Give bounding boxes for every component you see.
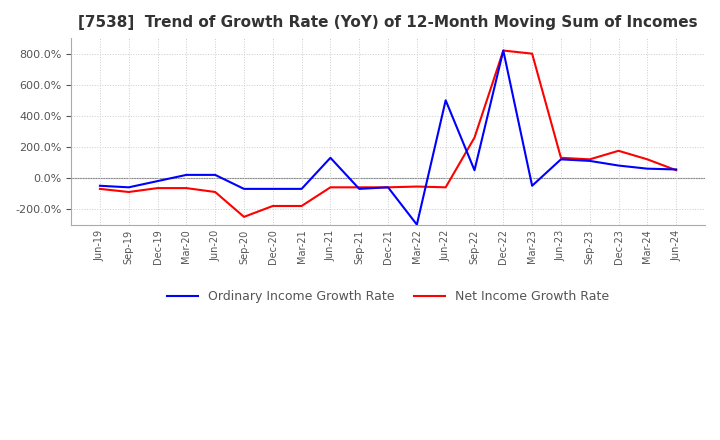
Net Income Growth Rate xyxy=(672,168,680,173)
Ordinary Income Growth Rate xyxy=(96,183,104,188)
Ordinary Income Growth Rate xyxy=(125,185,133,190)
Ordinary Income Growth Rate xyxy=(528,183,536,188)
Title: [7538]  Trend of Growth Rate (YoY) of 12-Month Moving Sum of Incomes: [7538] Trend of Growth Rate (YoY) of 12-… xyxy=(78,15,698,30)
Net Income Growth Rate xyxy=(470,135,479,140)
Line: Net Income Growth Rate: Net Income Growth Rate xyxy=(100,51,676,217)
Net Income Growth Rate xyxy=(614,148,623,154)
Net Income Growth Rate xyxy=(557,155,565,161)
Ordinary Income Growth Rate xyxy=(441,98,450,103)
Net Income Growth Rate xyxy=(182,186,191,191)
Net Income Growth Rate xyxy=(125,189,133,194)
Net Income Growth Rate xyxy=(585,157,594,162)
Ordinary Income Growth Rate xyxy=(384,185,392,190)
Net Income Growth Rate xyxy=(499,48,508,53)
Net Income Growth Rate xyxy=(384,185,392,190)
Ordinary Income Growth Rate xyxy=(153,179,162,184)
Ordinary Income Growth Rate xyxy=(672,167,680,172)
Ordinary Income Growth Rate xyxy=(182,172,191,177)
Ordinary Income Growth Rate xyxy=(413,222,421,227)
Ordinary Income Growth Rate xyxy=(470,168,479,173)
Ordinary Income Growth Rate xyxy=(326,155,335,161)
Net Income Growth Rate xyxy=(643,157,652,162)
Ordinary Income Growth Rate xyxy=(499,48,508,53)
Net Income Growth Rate xyxy=(441,185,450,190)
Net Income Growth Rate xyxy=(240,214,248,220)
Ordinary Income Growth Rate xyxy=(614,163,623,168)
Ordinary Income Growth Rate xyxy=(297,186,306,191)
Net Income Growth Rate xyxy=(211,189,220,194)
Legend: Ordinary Income Growth Rate, Net Income Growth Rate: Ordinary Income Growth Rate, Net Income … xyxy=(162,285,614,308)
Net Income Growth Rate xyxy=(355,185,364,190)
Net Income Growth Rate xyxy=(528,51,536,56)
Ordinary Income Growth Rate xyxy=(269,186,277,191)
Net Income Growth Rate xyxy=(96,186,104,191)
Net Income Growth Rate xyxy=(153,186,162,191)
Ordinary Income Growth Rate xyxy=(355,186,364,191)
Net Income Growth Rate xyxy=(413,184,421,189)
Ordinary Income Growth Rate xyxy=(585,158,594,164)
Line: Ordinary Income Growth Rate: Ordinary Income Growth Rate xyxy=(100,51,676,225)
Net Income Growth Rate xyxy=(326,185,335,190)
Ordinary Income Growth Rate xyxy=(211,172,220,177)
Ordinary Income Growth Rate xyxy=(643,166,652,171)
Net Income Growth Rate xyxy=(297,203,306,209)
Ordinary Income Growth Rate xyxy=(240,186,248,191)
Ordinary Income Growth Rate xyxy=(557,157,565,162)
Net Income Growth Rate xyxy=(269,203,277,209)
